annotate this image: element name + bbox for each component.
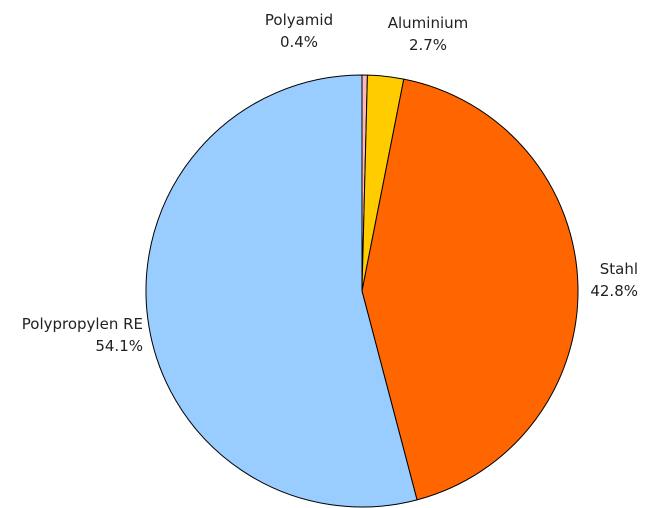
- pie-slices: [145, 74, 579, 508]
- slice-labels: Polyamid 0.4% Aluminium 2.7% Stahl 42.8% Polyp…: [22, 11, 638, 355]
- slice-value-label: 2.7%: [409, 36, 447, 54]
- slice-label: Polyamid: [265, 11, 333, 29]
- slice-label: Stahl: [600, 260, 638, 278]
- pie-slice-polypropylen-re: [145, 74, 418, 508]
- slice-label: Polypropylen RE: [22, 315, 143, 333]
- slice-value-label: 0.4%: [280, 33, 318, 51]
- slice-value-label: 42.8%: [590, 282, 638, 300]
- slice-value-label: 54.1%: [95, 337, 143, 355]
- slice-label: Aluminium: [388, 14, 469, 32]
- pie-slice-stahl: [361, 78, 579, 501]
